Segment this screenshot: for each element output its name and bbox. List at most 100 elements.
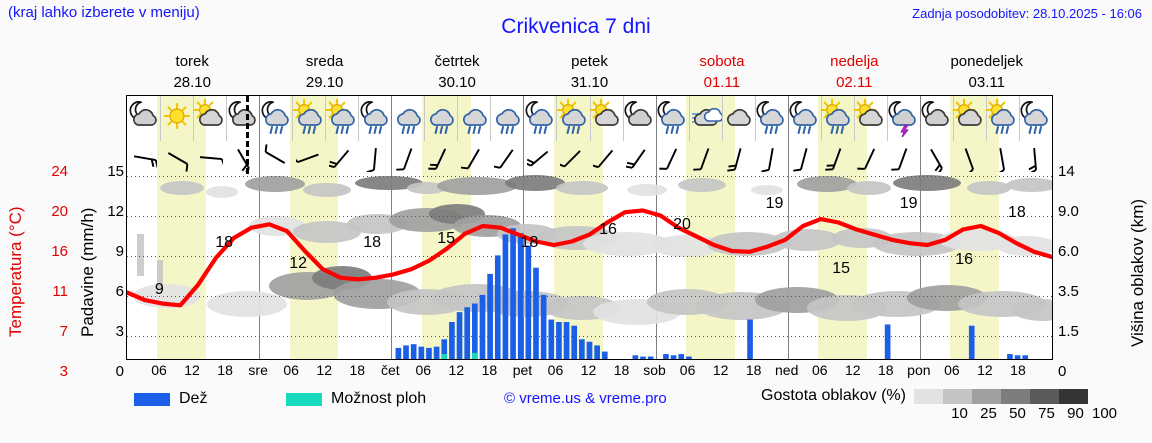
moon-cloud-rain-icon [1018,99,1052,137]
icon-cell-separator-21 [820,96,822,141]
day-date: 03.11 [968,74,1005,91]
day-name: četrtek [434,53,480,70]
time-tick-17: 12 [712,362,729,378]
icon-cell-separator-20 [787,96,789,141]
day-name: sobota [699,53,745,70]
wind-barb-21 [824,144,850,172]
daylight-band-6 [950,174,1000,359]
daylight-band-1 [289,141,339,174]
rain-bar-46 [479,294,486,359]
day-header-5: nedelja 02.11 [788,50,920,94]
prec-tick-3: 6 [115,283,124,300]
day-separator-4 [655,141,657,174]
day-separator-5 [787,174,789,359]
graph-area: 9 18 12 18 15 18 16 20 19 15 19 16 18 [127,174,1052,359]
daylight-band-4 [685,174,735,359]
day-header-band: torek 28.10 sreda 29.10 četrtek 30.10 petek 31.… [126,50,1053,94]
daylight-band-1 [289,174,339,359]
sun-cloud-rain-icon [556,98,590,137]
rain-bar-117 [1022,355,1029,359]
last-updated: Zadnja posodobitev: 28.10.2025 - 16:06 [912,6,1142,21]
day-name: sreda [305,53,344,70]
icon-cell-separator-15 [622,96,624,141]
cloud-tick-4: 1.5 [1058,323,1079,340]
rain-bar-60 [586,341,593,359]
cloud-tick-0: 14 [1058,163,1075,180]
wind-barb-25 [956,144,982,176]
wind-barb-3 [230,144,256,176]
rain-bar-99 [884,324,891,359]
day-name: ponedeljek [950,53,1024,70]
cloud-density-step-1 [942,388,972,404]
temperature-axis-ticks: 24 20 16 11 7 3 [28,160,68,380]
copyright-link[interactable]: © vreme.us & vreme.pro [504,390,667,407]
temp-tick-5: 3 [59,363,68,380]
rain-bar-116 [1014,355,1021,359]
icon-cell-separator-17 [688,96,690,141]
moon-cloud-icon [622,99,656,137]
rain-bar-40 [433,346,440,359]
wind-barb-7 [362,144,388,174]
daylight-band-5 [818,174,867,359]
icon-cell-separator-13 [556,96,558,141]
legend-rain: Dež [134,390,207,408]
cloud-density-tick-1: 25 [980,405,997,422]
daylight-band-4 [685,141,735,174]
rain-bar-72 [678,354,685,359]
chart-legend: Dež Možnost ploh © vreme.us & vreme.pro … [126,386,1146,426]
icon-cell-separator-4 [259,96,261,141]
wind-barb-17 [692,144,718,172]
time-tick-6: 18 [349,362,366,378]
rain-bar-58 [571,325,578,359]
time-tick-23: pon [907,362,931,378]
cloud-density-tick-2: 50 [1009,405,1026,422]
rain-bar-55 [548,319,555,359]
time-tick-20: 06 [811,362,828,378]
wind-barb-1 [164,144,190,172]
time-tick-22: 18 [878,362,894,378]
moon-cloud-rain-icon [655,99,689,137]
time-tick-7: čet [380,362,400,378]
sun-cloud-rain-icon [325,98,359,137]
rain-bar-36 [403,345,409,359]
moon-cloud-rain-icon [259,99,293,137]
wind-barb-11 [492,144,520,172]
rain-bar-57 [563,322,570,359]
icon-cell-separator-18 [721,96,723,141]
precipitation-bars [395,228,1029,359]
meteogram-plot: 9 18 12 18 15 18 16 20 19 15 19 16 18 [126,95,1053,360]
rain-bar-62 [601,351,608,359]
day-separator-3 [523,174,525,359]
moon-cloud-thunder-icon [886,99,920,139]
temperature-label-7: 20 [673,216,691,234]
day-separator-1 [259,174,261,359]
day-name: petek [571,53,608,70]
shower-bar-41 [441,354,448,359]
rain-bar-42 [449,322,455,359]
sun-cloud-rain-icon [820,98,854,137]
temperature-label-9: 15 [832,259,850,277]
day-date: 01.11 [703,74,741,91]
rain-bar-48 [494,255,501,359]
cloud-density-tick-3: 75 [1038,405,1055,422]
moon-cloud-icon [226,99,260,137]
time-tick-24: 06 [944,362,960,378]
fog-cloud-icon [688,99,724,137]
rain-swatch [134,392,170,406]
day-date: 28.10 [173,74,211,91]
time-tick-25: 12 [977,362,993,378]
legend-showers-label: Možnost ploh [331,390,427,407]
day-date: 31.10 [570,74,609,91]
icon-cell-separator-2 [193,96,195,141]
day-header-6: ponedeljek 03.11 [921,50,1053,94]
wind-barb-0 [131,144,158,172]
icon-cell-separator-16 [655,96,657,141]
time-tick-4: 06 [283,362,299,378]
rain-bar-73 [686,356,692,359]
cloud-density-step-3 [1000,388,1030,404]
time-tick-0: 06 [151,362,167,378]
icon-cell-separator-11 [490,96,492,141]
time-tick-15: sob [643,362,666,378]
cloud-tick-1: 9.0 [1058,203,1079,220]
icon-cell-separator-9 [424,96,426,141]
